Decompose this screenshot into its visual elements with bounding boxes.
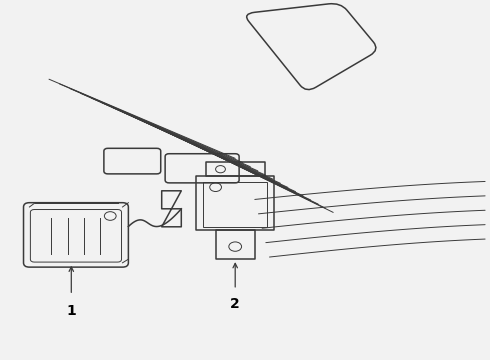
Text: 1: 1 <box>67 304 76 318</box>
Text: 2: 2 <box>230 297 240 311</box>
